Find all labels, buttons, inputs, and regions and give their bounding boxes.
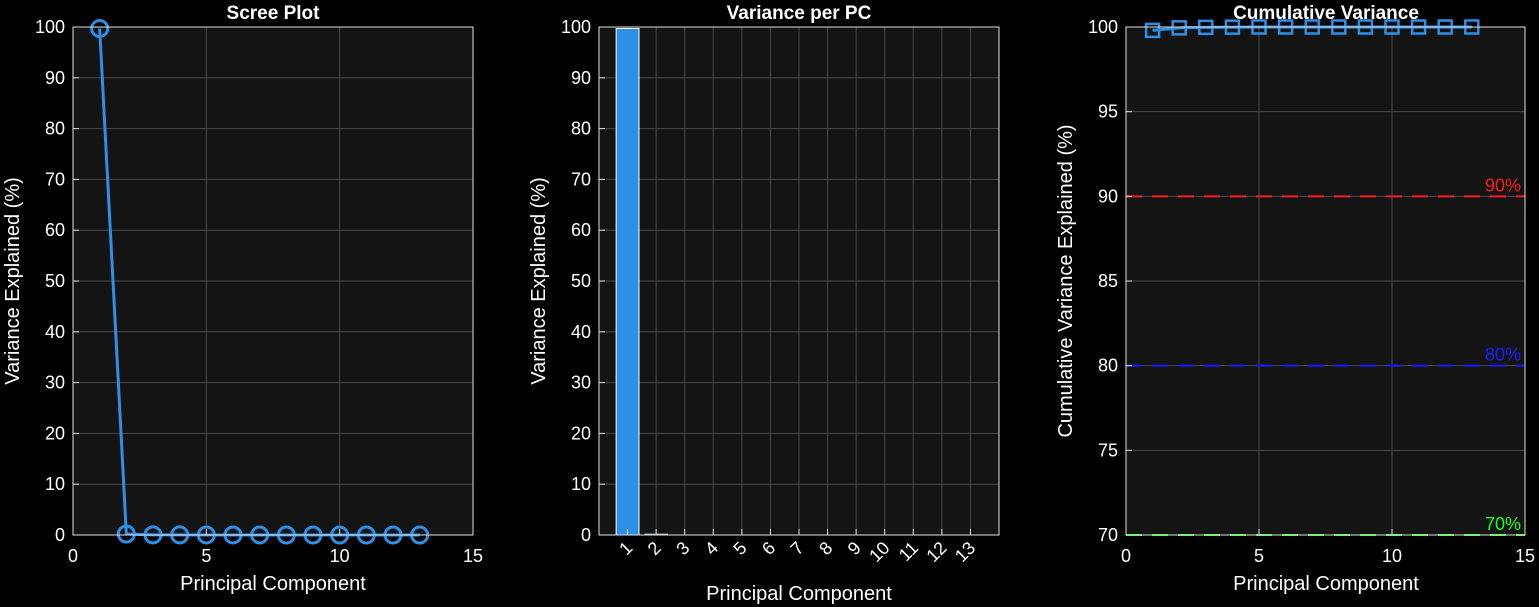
variance-per-pc-x-label: Principal Component xyxy=(706,583,892,605)
variance-per-pc-x-tick-label: 6 xyxy=(758,538,779,559)
scree-plot-y-tick-label: 0 xyxy=(55,525,65,545)
scree-plot-y-tick-label: 20 xyxy=(45,423,65,443)
variance-per-pc-y-tick-label: 40 xyxy=(571,322,591,342)
variance-per-pc-x-tick-label: 10 xyxy=(865,538,893,566)
variance-per-pc-x-tick-label: 2 xyxy=(644,538,665,559)
scree-plot-data-point xyxy=(116,524,136,544)
variance-per-pc-y-tick-label: 70 xyxy=(571,169,591,189)
scree-plot-data-point xyxy=(90,19,110,39)
scree-plot-x-tick-label: 0 xyxy=(68,546,78,566)
scree-plot-x-tick-label: 10 xyxy=(330,546,350,566)
cumulative-variance-y-tick-label: 80 xyxy=(1098,356,1118,376)
variance-per-pc-x-tick-label: 11 xyxy=(895,538,922,565)
variance-per-pc-bar xyxy=(615,28,640,536)
cumulative-variance-y-tick-label: 95 xyxy=(1098,102,1118,122)
scree-plot-y-tick-label: 70 xyxy=(45,169,65,189)
scree-plot-y-tick-label: 10 xyxy=(45,474,65,494)
cumulative-variance-x-tick-label: 15 xyxy=(1515,546,1535,566)
variance-per-pc-y-tick-label: 90 xyxy=(571,68,591,88)
variance-per-pc-y-tick-label: 20 xyxy=(571,423,591,443)
variance-per-pc-y-tick-label: 60 xyxy=(571,220,591,240)
scree-plot-y-tick-label: 40 xyxy=(45,322,65,342)
cumulative-variance-y-tick-label: 75 xyxy=(1098,440,1118,460)
scree-plot-y-tick-label: 60 xyxy=(45,220,65,240)
cumulative-variance-threshold-label: 80% xyxy=(1485,345,1521,365)
cumulative-variance-data-point xyxy=(1171,20,1187,36)
cumulative-variance-y-tick-label: 70 xyxy=(1098,525,1118,545)
scree-plot-title: Scree Plot xyxy=(227,3,321,24)
cumulative-variance-threshold-label: 70% xyxy=(1485,514,1521,534)
cumulative-variance-y-tick-label: 85 xyxy=(1098,271,1118,291)
variance-per-pc-y-tick-label: 80 xyxy=(571,119,591,139)
cumulative-variance-y-tick-label: 100 xyxy=(1088,17,1118,37)
variance-per-pc-x-tick-label: 3 xyxy=(672,538,693,559)
variance-per-pc-x-tick-label: 5 xyxy=(729,538,750,559)
variance-per-pc-y-tick-label: 0 xyxy=(581,525,591,545)
variance-per-pc-y-label: Variance Explained (%) xyxy=(528,177,550,385)
variance-per-pc-x-tick-label: 8 xyxy=(815,538,836,559)
variance-per-pc-y-tick-label: 50 xyxy=(571,271,591,291)
scree-plot-y-tick-label: 30 xyxy=(45,373,65,393)
cumulative-variance-threshold-label: 90% xyxy=(1485,175,1521,195)
scree-plot-x-tick-label: 5 xyxy=(201,546,211,566)
cumulative-variance-x-tick-label: 0 xyxy=(1121,546,1131,566)
cumulative-variance-data-point xyxy=(1144,22,1161,39)
cumulative-variance-x-tick-label: 5 xyxy=(1254,546,1264,566)
scree-plot-y-label: Variance Explained (%) xyxy=(2,177,24,385)
variance-per-pc-x-tick-label: 12 xyxy=(922,538,950,566)
variance-per-pc-y-tick-label: 10 xyxy=(571,474,591,494)
scree-plot-x-label: Principal Component xyxy=(180,573,366,595)
variance-per-pc-y-tick-label: 30 xyxy=(571,373,591,393)
scree-plot-x-tick-label: 15 xyxy=(463,546,483,566)
cumulative-variance-y-label: Cumulative Variance Explained (%) xyxy=(1055,124,1077,437)
variance-per-pc-x-tick-label: 1 xyxy=(615,538,636,559)
variance-per-pc-y-tick-label: 100 xyxy=(561,17,591,37)
variance-per-pc-title: Variance per PC xyxy=(727,3,872,24)
variance-per-pc-x-tick-label: 13 xyxy=(951,538,979,566)
variance-per-pc-x-tick-label: 7 xyxy=(787,538,808,559)
scree-plot-y-tick-label: 90 xyxy=(45,68,65,88)
scree-plot-y-tick-label: 100 xyxy=(35,17,65,37)
scree-plot-y-tick-label: 50 xyxy=(45,271,65,291)
scree-plot-y-tick-label: 80 xyxy=(45,119,65,139)
cumulative-variance-panel: 90% 80% 70% 70 75 80 85 90 95 100 0 5 10 15 Cumulati… xyxy=(1055,3,1535,595)
variance-per-pc-x-tick-label: 4 xyxy=(701,538,722,559)
cumulative-variance-title: Cumulative Variance xyxy=(1233,3,1419,24)
cumulative-variance-x-tick-label: 10 xyxy=(1382,546,1402,566)
cumulative-variance-y-tick-label: 90 xyxy=(1098,186,1118,206)
variance-per-pc-x-tick-label: 9 xyxy=(844,538,865,559)
cumulative-variance-x-label: Principal Component xyxy=(1233,573,1419,595)
